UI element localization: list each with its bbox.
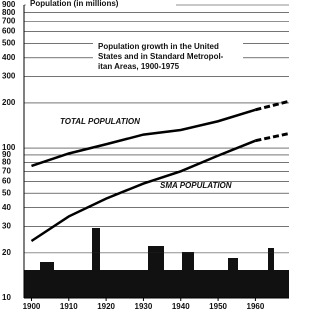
y-tick-label: 60 xyxy=(2,176,11,185)
x-tick-label: 1900 xyxy=(23,302,41,311)
skyline xyxy=(24,228,289,298)
series-line xyxy=(255,101,289,109)
series-label: SMA POPULATION xyxy=(160,181,232,190)
y-tick-label: 40 xyxy=(2,203,11,212)
y-tick-label: 500 xyxy=(2,38,16,47)
x-tick-label: 1920 xyxy=(97,302,115,311)
series-label: TOTAL POPULATION xyxy=(60,117,140,126)
annotation: States and in Standard Metropol- xyxy=(98,52,224,61)
x-tick-label: 1940 xyxy=(172,302,190,311)
y-tick-label: 900 xyxy=(2,0,16,9)
y-tick-label: 20 xyxy=(2,248,11,257)
annotation: Population growth in the United xyxy=(98,42,219,51)
x-tick-label: 1930 xyxy=(135,302,153,311)
y-tick-label: 600 xyxy=(2,27,16,36)
y-tick-label: 50 xyxy=(2,188,11,197)
series-line xyxy=(255,134,289,141)
y-tick-label: 200 xyxy=(2,98,16,107)
chart: 1020304050607080901002003004005006007008… xyxy=(0,0,289,312)
x-tick-label: 1950 xyxy=(209,302,227,311)
y-tick-label: 80 xyxy=(2,158,11,167)
y-tick-label: 800 xyxy=(2,8,16,17)
y-tick-label: 400 xyxy=(2,53,16,62)
annotation: itan Areas, 1900-1975 xyxy=(98,62,180,71)
y-tick-label: 100 xyxy=(2,143,16,152)
y-tick-label: 700 xyxy=(2,16,16,25)
y-tick-label: 10 xyxy=(2,293,11,302)
x-tick-label: 1960 xyxy=(247,302,265,311)
y-axis-label: Population (in millions) xyxy=(30,0,119,8)
y-tick-label: 30 xyxy=(2,222,11,231)
y-tick-label: 70 xyxy=(2,166,11,175)
x-tick-label: 1910 xyxy=(60,302,78,311)
y-tick-label: 300 xyxy=(2,72,16,81)
